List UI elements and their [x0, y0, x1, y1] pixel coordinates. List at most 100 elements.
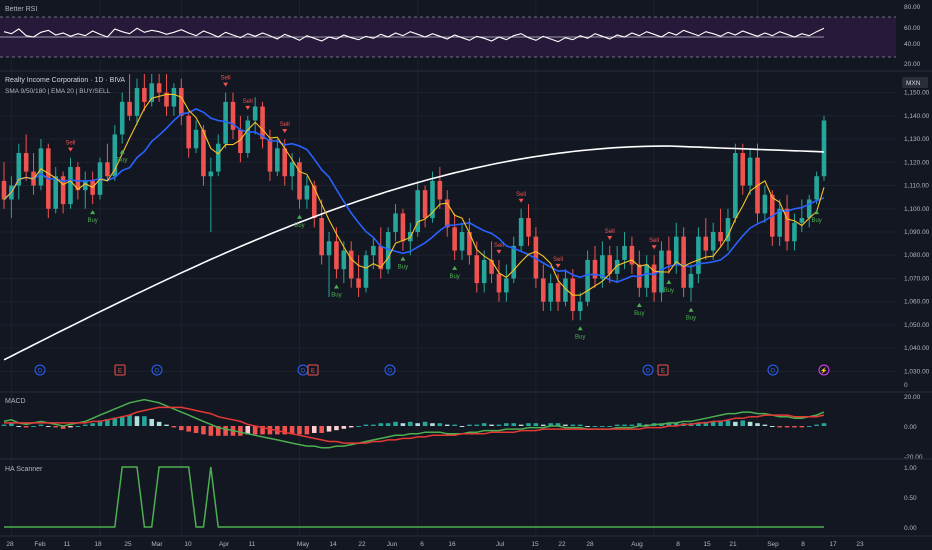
macd-bar [1, 424, 7, 426]
macd-bar [422, 421, 428, 426]
dividend-marker [151, 364, 163, 376]
event-label: D [155, 368, 160, 374]
rsi-tick: 40.00 [904, 41, 921, 48]
candle-body [289, 162, 295, 177]
sell-label: Sell [649, 238, 659, 244]
macd-bar [459, 426, 465, 427]
sell-arrow [245, 105, 251, 110]
buy-arrow [119, 149, 125, 154]
sma-fast-line [3, 93, 825, 296]
sell-arrow [518, 198, 524, 203]
macd-bar [393, 421, 398, 426]
candle-body [326, 241, 332, 256]
macd-bar [134, 416, 140, 426]
macd-bar [371, 424, 376, 426]
macd-bar [378, 423, 384, 426]
candle-body [208, 171, 214, 177]
buy-arrow [90, 210, 96, 215]
macd-bar [504, 423, 509, 426]
candle-body [127, 101, 132, 116]
candle-body [179, 87, 184, 116]
macd-bar [548, 423, 553, 426]
time-tick: 8 [801, 541, 805, 548]
macd-line [3, 398, 825, 449]
candle-body [245, 120, 251, 153]
candle-body [710, 232, 716, 251]
candle-body [193, 129, 199, 149]
buy-arrow [666, 279, 672, 284]
buy-label: Buy [294, 223, 304, 229]
time-tick: 23 [856, 541, 864, 548]
candle-body [400, 213, 406, 242]
macd-bar [363, 424, 369, 426]
price-tick: 1,060.00 [904, 299, 930, 306]
candle-body [518, 218, 524, 246]
earnings-marker [114, 364, 126, 376]
sell-arrow [223, 82, 229, 87]
time-tick: Apr [219, 541, 230, 548]
rsi-axis: 80.00 60.00 40.00 20.00 [904, 4, 921, 68]
candle-body [171, 87, 177, 107]
ha-tick: 0.50 [904, 495, 917, 502]
macd-bar [784, 426, 790, 428]
macd-bar [9, 423, 14, 426]
candle-body [607, 255, 613, 274]
dividend-marker [642, 364, 654, 376]
candle-body [548, 283, 553, 302]
candle-body [142, 87, 147, 102]
candle-body [341, 250, 347, 270]
buy-sell-signals: Sell Buy Buy Sell Sell Sell Buy Buy Buy Buy Sell Se… [65, 76, 821, 341]
candle-body [105, 162, 110, 177]
macd-bar [97, 420, 103, 426]
dividend-marker [34, 364, 46, 376]
price-tick: 1,100.00 [904, 206, 930, 213]
currency-badge [902, 77, 928, 88]
time-tick: 15 [531, 541, 539, 548]
buy-arrow [577, 326, 583, 331]
time-axis: 28 Feb 11 18 25 Mar 10 Apr 11 May 14 22 Jun 6 16 Jul 15 2… [6, 541, 864, 548]
ha-label: HA Scanner [5, 466, 43, 473]
macd-bar [585, 426, 590, 427]
candle-body [75, 166, 81, 191]
candle-body [666, 250, 672, 265]
buy-label: Buy [686, 316, 696, 322]
macd-bar [31, 426, 36, 427]
candle-body [762, 194, 768, 214]
macd-bar [814, 424, 819, 426]
macd-bar [555, 423, 561, 426]
earnings-marker [307, 364, 319, 376]
macd-bar [252, 426, 258, 435]
macd-bar [238, 426, 243, 436]
macd-bar [725, 420, 731, 426]
macd-bar [267, 426, 273, 435]
macd-bar [511, 423, 517, 426]
candle-body [526, 218, 531, 237]
macd-bar [179, 426, 184, 431]
macd-bar [526, 423, 531, 426]
macd-bar [245, 426, 251, 435]
time-tick: 22 [358, 541, 366, 548]
time-tick: 17 [829, 541, 837, 548]
split-marker [818, 364, 830, 376]
macd-bar [481, 423, 487, 426]
candle-body [577, 301, 583, 311]
macd-bar [710, 421, 716, 426]
candle-body [614, 259, 620, 274]
sma-mid-line [3, 108, 825, 283]
macd-bar [46, 426, 51, 427]
buy-arrow [814, 210, 820, 215]
macd-bar [119, 416, 125, 426]
event-label: E [118, 368, 122, 374]
candle-body [437, 180, 443, 200]
macd-bar [570, 424, 576, 426]
time-tick: Aug [631, 541, 643, 548]
macd-bar [673, 423, 679, 426]
candle-body [703, 236, 709, 251]
candle-body [282, 148, 288, 177]
time-tick: 14 [329, 541, 337, 548]
macd-tick: -20.00 [904, 454, 923, 461]
macd-bar [792, 426, 797, 428]
macd-bar [437, 423, 443, 426]
candle-body [334, 241, 339, 270]
